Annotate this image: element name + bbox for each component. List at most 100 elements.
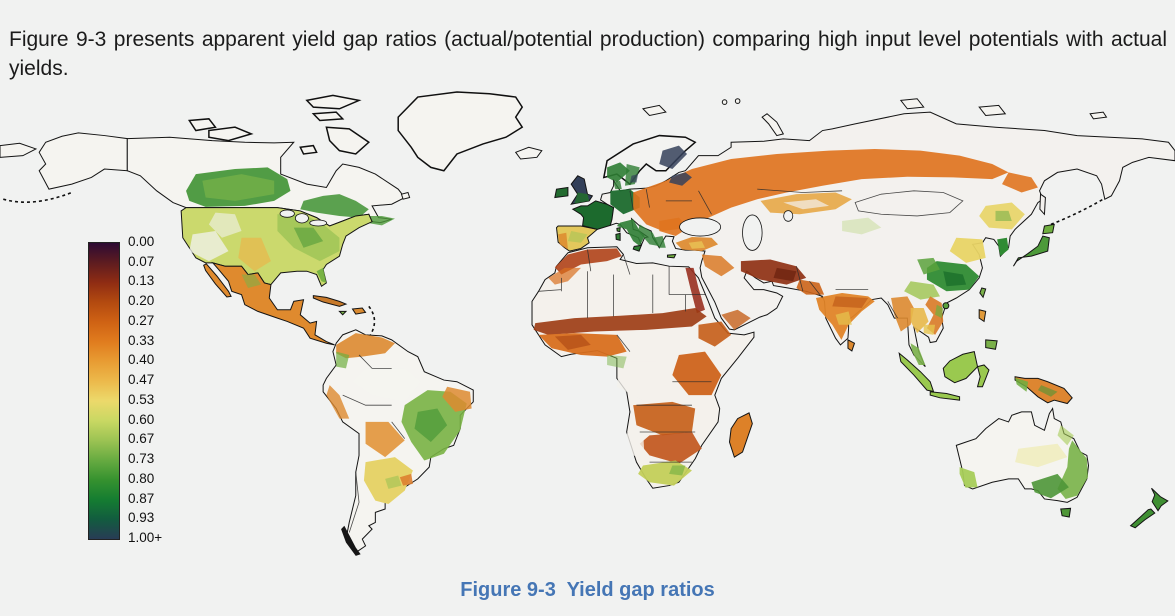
- lake-michigan-huron: [295, 214, 308, 223]
- legend-label: 0.87: [128, 490, 155, 506]
- region-sri-lanka: [848, 340, 855, 351]
- region-svalbard: [643, 105, 666, 115]
- patch-east-europe: [659, 217, 689, 237]
- north-america: [0, 133, 410, 345]
- patch-brazil-dark: [414, 408, 448, 443]
- patch-namibia: [626, 421, 645, 459]
- region-jamaica: [339, 311, 346, 314]
- kurils-arc: [1051, 199, 1103, 224]
- patch-deccan: [835, 311, 852, 325]
- region-ellesmere-island: [307, 95, 359, 108]
- border-colombia-brazil: [359, 355, 392, 368]
- patch-uruguay: [399, 473, 413, 486]
- border-egypt: [669, 266, 705, 294]
- patch-malay: [910, 343, 926, 365]
- patch-congo: [616, 361, 666, 401]
- patch-canada-east: [300, 194, 369, 218]
- lake-superior: [280, 210, 294, 217]
- region-franz-josef: [735, 99, 740, 104]
- region-cuba: [313, 296, 346, 307]
- patch-brazil-ne: [442, 386, 472, 412]
- patch-afghanistan: [773, 267, 797, 282]
- patch-manchuria-green: [995, 210, 1012, 221]
- patch-congo-green: [607, 354, 627, 369]
- legend-label: 1.00+: [128, 530, 163, 545]
- patch-cambodia: [923, 324, 936, 335]
- region-sulawesi: [978, 365, 989, 387]
- patch-australia-sw: [959, 467, 978, 488]
- border-paraguay: [392, 422, 405, 439]
- region-southampton-island: [300, 146, 316, 154]
- region-banks-island: [189, 119, 215, 131]
- legend-label: 0.33: [128, 332, 155, 348]
- patch-myanmar: [891, 296, 914, 332]
- region-novaya-zemlya: [762, 114, 783, 136]
- region-sakhalin: [1040, 194, 1046, 214]
- region-nz-north: [1152, 488, 1168, 510]
- region-newfoundland: [401, 193, 409, 200]
- legend-label: 0.80: [128, 470, 155, 486]
- border-nigeria: [617, 335, 630, 352]
- region-taiwan: [980, 288, 986, 297]
- legend-label: 0.20: [128, 293, 155, 309]
- legend-label: 0.73: [128, 451, 155, 467]
- patch-new-guinea-highlands: [1037, 385, 1058, 397]
- africa: [532, 247, 754, 488]
- region-sardinia: [616, 233, 620, 240]
- patch-amur: [1002, 172, 1038, 193]
- region-baja: [204, 264, 231, 297]
- region-wrangel: [1090, 112, 1106, 119]
- legend-label: 0.40: [128, 352, 155, 368]
- region-luzon: [979, 310, 986, 322]
- region-franz-josef: [722, 100, 727, 105]
- region-madagascar: [729, 413, 752, 457]
- region-hokkaido: [1043, 224, 1054, 233]
- region-corsica: [617, 228, 620, 232]
- patch-us-basin: [208, 212, 242, 238]
- legend-label: 0.93: [128, 510, 155, 526]
- patch-east-africa: [672, 351, 722, 396]
- aleutians-arc: [3, 193, 72, 203]
- border-ukraine-russia: [698, 191, 711, 214]
- legend-label: 0.13: [128, 273, 155, 289]
- arctic: [189, 92, 1106, 171]
- region-greenland: [398, 92, 522, 171]
- patch-queensland: [1057, 425, 1074, 446]
- figure-caption: Figure 9-3 Yield gap ratios: [460, 579, 715, 601]
- patch-italy: [616, 219, 645, 247]
- region-japan: [1013, 236, 1049, 266]
- region-france: [573, 201, 614, 229]
- region-sumatra: [899, 353, 933, 391]
- region-hainan: [943, 303, 949, 309]
- patch-maghreb-orange: [548, 267, 581, 285]
- patch-levant: [701, 254, 735, 277]
- region-alaska: [39, 133, 127, 189]
- patch-finland-navy: [659, 145, 688, 170]
- patch-sweden-green: [625, 164, 640, 186]
- patch-balkans: [638, 224, 660, 247]
- region-victoria-island: [209, 127, 251, 140]
- patch-spain-green: [567, 231, 588, 243]
- patch-colombia-green: [336, 351, 350, 369]
- patch-sahel: [533, 308, 707, 335]
- patch-west-africa-dark: [554, 334, 591, 350]
- patch-xinjiang: [842, 217, 882, 235]
- patch-canada-prairie-light: [202, 174, 275, 201]
- patch-russia-band: [633, 148, 1009, 232]
- border-west-sahara: [539, 278, 562, 291]
- legend-label: 0.53: [128, 391, 155, 407]
- border-mongolia: [855, 191, 963, 216]
- patch-australia-se: [1031, 473, 1069, 499]
- eurasia: [601, 112, 1175, 367]
- patch-new-guinea-west: [1015, 377, 1029, 392]
- patch-denmark: [613, 180, 622, 190]
- region-borneo: [943, 352, 977, 383]
- legend-label: 0.00: [128, 234, 155, 249]
- figure-map: [0, 87, 1175, 576]
- patch-vietnam-green: [935, 304, 944, 319]
- antilles-arc: [369, 306, 375, 334]
- region-hispaniola: [353, 308, 366, 314]
- border-algeria-libya: [588, 249, 630, 274]
- border-kazakh-russia: [757, 189, 842, 192]
